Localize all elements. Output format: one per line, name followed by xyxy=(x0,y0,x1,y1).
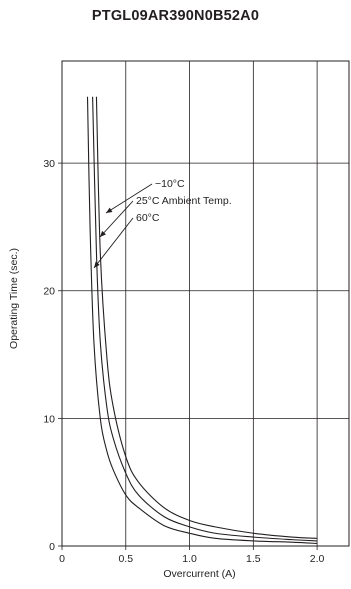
annotation-arrowhead-2 xyxy=(94,261,100,268)
x-axis-label: Overcurrent (A) xyxy=(163,568,235,580)
y-tick-label-1: 10 xyxy=(43,413,55,425)
annotation-leader-line-1 xyxy=(99,200,134,238)
annotation-1: 25°C Ambient Temp. xyxy=(99,195,232,238)
plot-frame xyxy=(61,60,350,547)
grid xyxy=(62,61,349,546)
plot-border xyxy=(61,60,350,547)
x-tick-label-1: 0.5 xyxy=(118,553,133,565)
annotation-leader-line-2 xyxy=(93,217,134,269)
x-tick-label-0: 0 xyxy=(59,553,65,565)
annotation-label-2: 60°C xyxy=(136,212,160,224)
y-tick-label-2: 20 xyxy=(43,286,55,298)
y-axis-label: Operating Time (sec.) xyxy=(8,248,20,349)
annotation-0: −10°C xyxy=(105,178,185,214)
annotation-label-1: 25°C Ambient Temp. xyxy=(136,195,232,207)
annotations: −10°C 25°C Ambient Temp. 60°C xyxy=(93,178,232,269)
series-group xyxy=(86,96,318,544)
series-line-0 xyxy=(95,96,318,539)
series-line-2 xyxy=(86,96,318,544)
x-tick-label-2: 1.0 xyxy=(182,553,197,565)
annotation-leader-line-0 xyxy=(105,183,153,214)
chart-title: PTGL09AR390N0B52A0 xyxy=(91,8,260,24)
x-tick-label-4: 2.0 xyxy=(310,553,325,565)
annotation-label-0: −10°C xyxy=(155,178,185,190)
y-tick-label-3: 30 xyxy=(43,158,55,170)
y-tick-labels: 0 10 20 30 xyxy=(43,158,62,553)
annotation-arrowhead-1 xyxy=(100,230,106,237)
annotation-2: 60°C xyxy=(93,212,160,269)
annotation-arrowhead-0 xyxy=(106,207,113,213)
y-tick-label-0: 0 xyxy=(49,541,55,553)
series-line-1 xyxy=(92,96,318,542)
x-tick-labels: 0 0.5 1.0 1.5 2.0 xyxy=(59,546,325,565)
x-tick-label-3: 1.5 xyxy=(246,553,261,565)
